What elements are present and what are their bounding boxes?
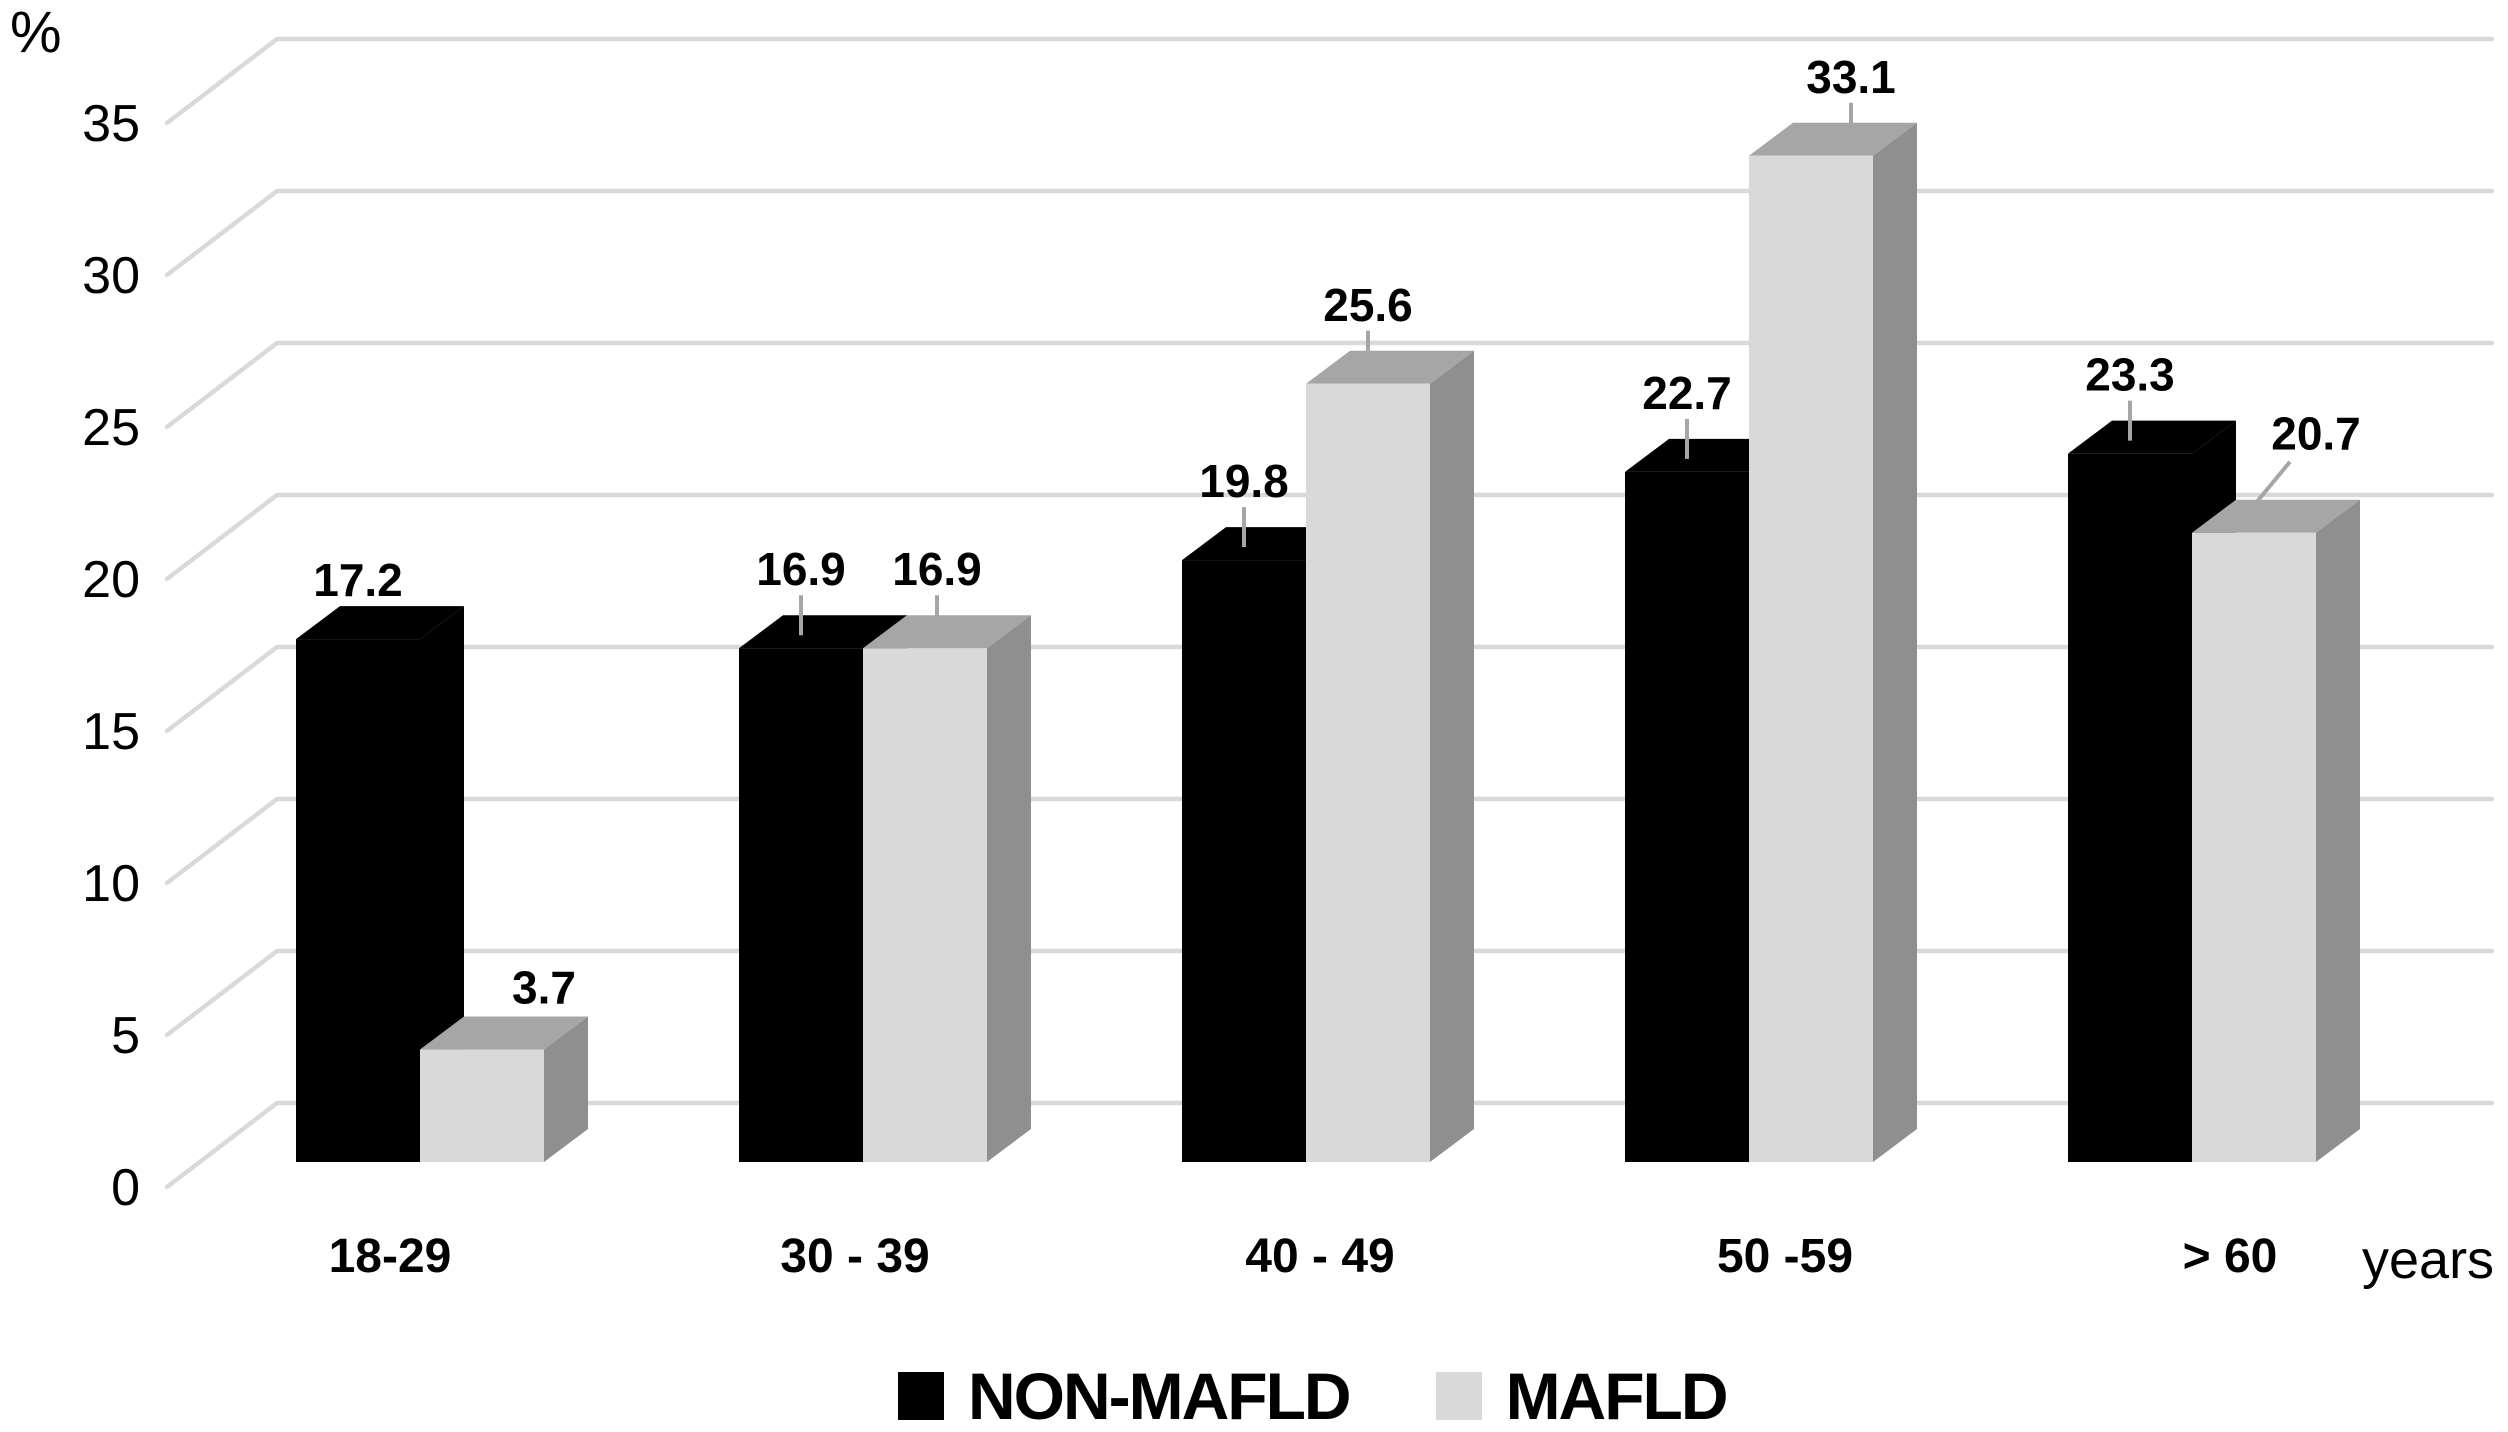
y-axis-tick-label: 20: [82, 551, 140, 609]
bar-top-face: [296, 606, 464, 640]
bar-mafld-40-49: [1306, 350, 1474, 1162]
y-axis-tick-label: 15: [82, 703, 140, 761]
bar-front-face: [2192, 532, 2316, 1162]
bar-front-face: [2068, 453, 2192, 1162]
legend-swatch-mafld: [1435, 1372, 1482, 1420]
x-axis-unit-label: years: [2362, 1230, 2494, 1290]
bar-side-face: [544, 1016, 588, 1162]
gridline: [164, 188, 2495, 278]
legend-item-mafld: MAFLD: [1435, 1359, 1729, 1432]
bar-top-face: [1306, 350, 1474, 384]
y-axis-tick-label: 30: [82, 247, 140, 305]
value-label-mafld-40-49: 25.6: [1323, 279, 1413, 331]
bar-non-mafld-18-29: [296, 606, 464, 1162]
y-axis-tick-label: 5: [111, 1007, 140, 1065]
value-label-mafld-30-39: 16.9: [892, 543, 982, 595]
x-axis-category-label: 30 - 39: [780, 1230, 929, 1283]
bar-top-face: [863, 615, 1031, 649]
bar-front-face: [1625, 471, 1749, 1162]
bar-front-face: [296, 639, 420, 1162]
bar-front-face: [739, 648, 863, 1162]
value-label-non-mafld-18-29: 17.2: [313, 554, 403, 606]
bar-top-face: [2192, 499, 2360, 533]
bar-front-face: [420, 1049, 544, 1162]
bar-mafld-50-59: [1749, 122, 1917, 1162]
bar-top-face: [420, 1016, 588, 1050]
bar-side-face: [1873, 122, 1917, 1162]
bar-side-face: [2316, 499, 2360, 1163]
bar-front-face: [1306, 383, 1430, 1162]
x-axis-category-label: 18-29: [329, 1230, 452, 1283]
legend-label-mafld: MAFLD: [1505, 1359, 1729, 1432]
legend-swatch-non-mafld: [898, 1372, 944, 1420]
bar-side-face: [420, 606, 464, 1162]
gridline: [164, 36, 2495, 126]
bar-mafld-18-29: [420, 1016, 588, 1162]
value-label-mafld-50-59: 33.1: [1806, 51, 1896, 103]
x-axis-category-label: 50 -59: [1717, 1230, 1853, 1283]
value-label-mafld-60: 20.7: [2271, 408, 2361, 460]
bar-front-face: [1182, 560, 1306, 1162]
legend-label-non-mafld: NON-MAFLD: [968, 1359, 1352, 1432]
bar-top-face: [2068, 420, 2236, 454]
bar-top-face: [1749, 122, 1917, 156]
y-axis-tick-label: 10: [82, 855, 140, 913]
bar-front-face: [863, 648, 987, 1162]
x-axis-category-label: > 60: [2183, 1230, 2278, 1283]
value-label-non-mafld-50-59: 22.7: [1642, 367, 1732, 419]
bar-mafld-30-39: [863, 615, 1031, 1162]
value-label-non-mafld-30-39: 16.9: [756, 543, 846, 595]
y-axis-tick-label: 25: [82, 399, 140, 457]
label-leader-line: [2240, 460, 2292, 521]
bar-top-face: [739, 615, 907, 649]
x-axis-category-label: 40 - 49: [1245, 1230, 1394, 1283]
y-axis-unit-label: %: [10, 0, 62, 65]
bar-front-face: [1749, 155, 1873, 1162]
chart-legend: NON-MAFLD MAFLD: [898, 1359, 1729, 1432]
y-axis-tick-label: 0: [111, 1159, 140, 1217]
value-label-non-mafld-60: 23.3: [2085, 349, 2175, 401]
bar-non-mafld-60: [2068, 420, 2236, 1162]
bar-side-face: [1430, 350, 1474, 1162]
y-axis-tick-label: 35: [82, 95, 140, 153]
value-label-mafld-18-29: 3.7: [512, 962, 576, 1014]
legend-item-non-mafld: NON-MAFLD: [898, 1359, 1352, 1432]
value-label-non-mafld-40-49: 19.8: [1199, 455, 1289, 507]
bar-mafld-60: [2192, 499, 2360, 1163]
bar-side-face: [987, 615, 1031, 1162]
